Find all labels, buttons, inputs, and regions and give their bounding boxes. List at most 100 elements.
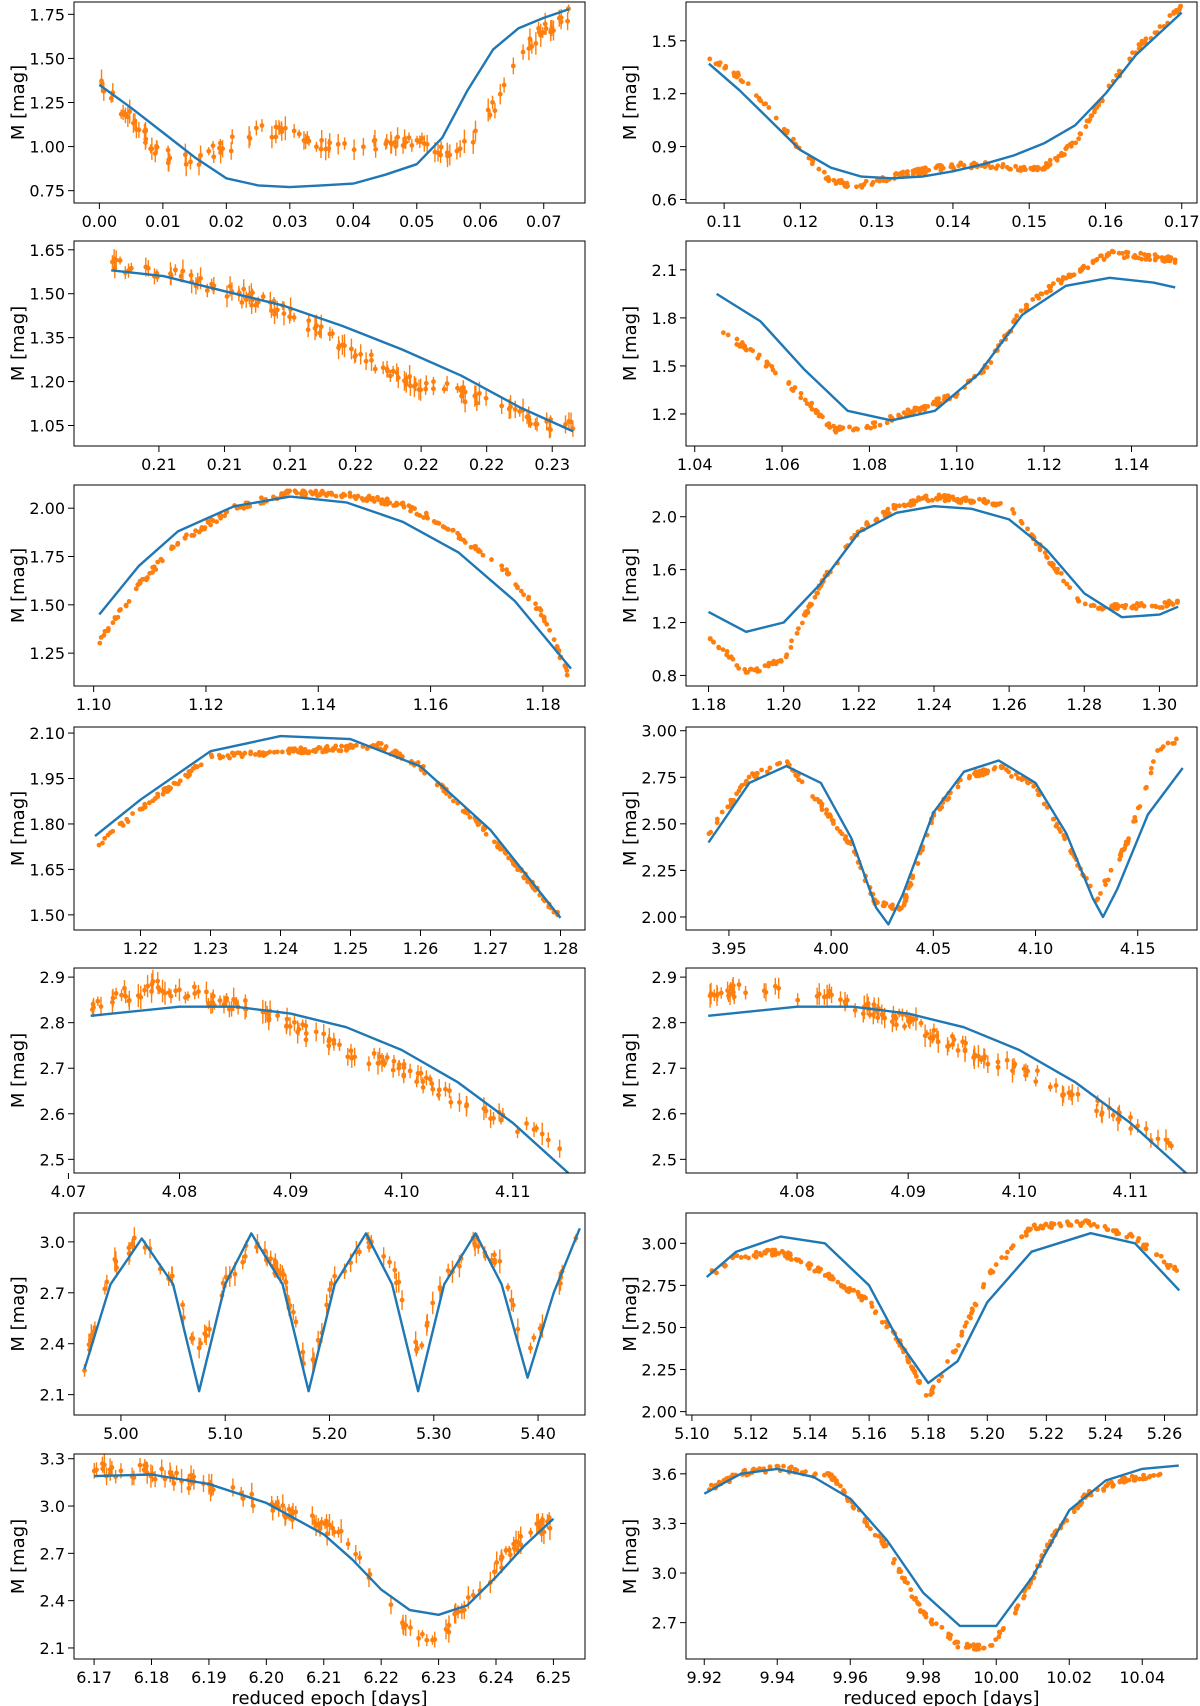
data-point — [1013, 163, 1019, 169]
data-point — [951, 1349, 957, 1355]
data-point — [436, 520, 442, 526]
data-point — [901, 502, 907, 508]
data-point — [400, 143, 406, 148]
data-point — [1013, 1607, 1019, 1612]
data-points — [99, 4, 571, 177]
data-point — [1143, 1476, 1149, 1481]
data-point — [423, 510, 429, 516]
data-point — [318, 324, 324, 330]
data-point — [981, 1645, 987, 1651]
data-point — [1165, 1265, 1171, 1271]
y-tick-label: 3.00 — [641, 722, 677, 741]
data-point — [528, 1345, 533, 1351]
data-point — [155, 559, 161, 565]
data-point — [805, 1262, 811, 1268]
data-point — [707, 56, 713, 62]
data-point — [743, 1254, 748, 1259]
data-point — [275, 1013, 281, 1018]
data-point — [1044, 290, 1050, 295]
data-point — [885, 506, 891, 512]
data-point — [324, 1302, 330, 1308]
data-point — [547, 627, 553, 633]
data-point — [893, 503, 899, 509]
y-tick-label: 2.4 — [40, 1592, 65, 1611]
data-point — [189, 533, 195, 538]
data-point — [810, 794, 815, 799]
x-tick-label: 5.10 — [207, 1424, 243, 1443]
y-axis-label: M [mag] — [620, 306, 641, 381]
data-point — [913, 1595, 919, 1601]
data-point — [939, 1624, 945, 1630]
data-point — [242, 998, 248, 1003]
data-point — [353, 352, 358, 358]
x-tick-label: 1.30 — [1142, 695, 1178, 714]
data-point — [959, 1329, 965, 1335]
x-tick-label: 1.18 — [691, 695, 727, 714]
y-tick-label: 1.50 — [29, 596, 65, 615]
data-point — [551, 637, 557, 643]
data-point — [159, 1466, 165, 1472]
data-point — [1025, 526, 1030, 532]
data-point — [1021, 167, 1027, 172]
data-point — [406, 135, 412, 141]
x-tick-label: 4.11 — [495, 1182, 531, 1201]
data-point — [935, 397, 941, 402]
data-point — [356, 1249, 362, 1255]
y-tick-label: 1.25 — [29, 94, 65, 113]
data-point — [975, 1053, 981, 1059]
data-point — [769, 363, 775, 369]
data-point — [564, 672, 570, 678]
data-point — [348, 1048, 354, 1054]
plot-area — [715, 248, 1178, 435]
data-point — [1114, 602, 1120, 607]
data-point — [141, 1467, 147, 1473]
data-point — [875, 900, 880, 905]
data-point — [416, 387, 422, 393]
x-tick-label: 0.12 — [783, 212, 819, 231]
x-tick-label: 0.22 — [469, 455, 505, 474]
x-tick-label: 1.22 — [841, 695, 877, 714]
data-point — [988, 1643, 993, 1648]
data-point — [380, 365, 386, 371]
data-point — [868, 425, 874, 431]
data-point — [996, 1634, 1002, 1640]
data-point — [954, 497, 959, 503]
x-tick-label: 4.07 — [51, 1182, 87, 1201]
data-point — [112, 615, 118, 620]
x-tick-label: 3.95 — [711, 939, 747, 958]
data-point — [359, 496, 365, 501]
x-tick-label: 0.05 — [399, 212, 435, 231]
model-curve — [708, 1005, 1187, 1173]
data-point — [300, 1349, 306, 1355]
data-point — [777, 760, 783, 766]
data-point — [458, 536, 464, 542]
y-tick-label: 1.95 — [29, 770, 65, 789]
plot-area — [703, 1463, 1179, 1652]
data-point — [1000, 164, 1005, 170]
data-point — [227, 283, 233, 289]
data-point — [226, 1006, 232, 1012]
data-point — [242, 1253, 248, 1259]
data-point — [883, 1543, 889, 1549]
x-tick-label: 1.25 — [333, 939, 369, 958]
data-point — [151, 564, 157, 570]
data-point — [169, 544, 175, 550]
y-tick-label: 2.9 — [40, 968, 65, 987]
data-point — [985, 499, 991, 505]
model-curve — [98, 7, 570, 189]
y-tick-label: 2.4 — [40, 1335, 65, 1354]
data-point — [859, 1293, 865, 1299]
x-tick-label: 1.26 — [991, 695, 1027, 714]
data-point — [279, 129, 285, 135]
data-point — [988, 1270, 993, 1276]
data-point — [174, 1470, 179, 1476]
data-point — [143, 1463, 149, 1469]
data-point — [250, 1503, 256, 1509]
y-axis-label: M [mag] — [8, 1519, 29, 1594]
data-point — [328, 490, 334, 496]
data-point — [419, 136, 425, 141]
data-point — [443, 1626, 449, 1632]
data-point — [955, 784, 961, 790]
data-point — [168, 993, 174, 999]
data-point — [962, 1048, 968, 1054]
